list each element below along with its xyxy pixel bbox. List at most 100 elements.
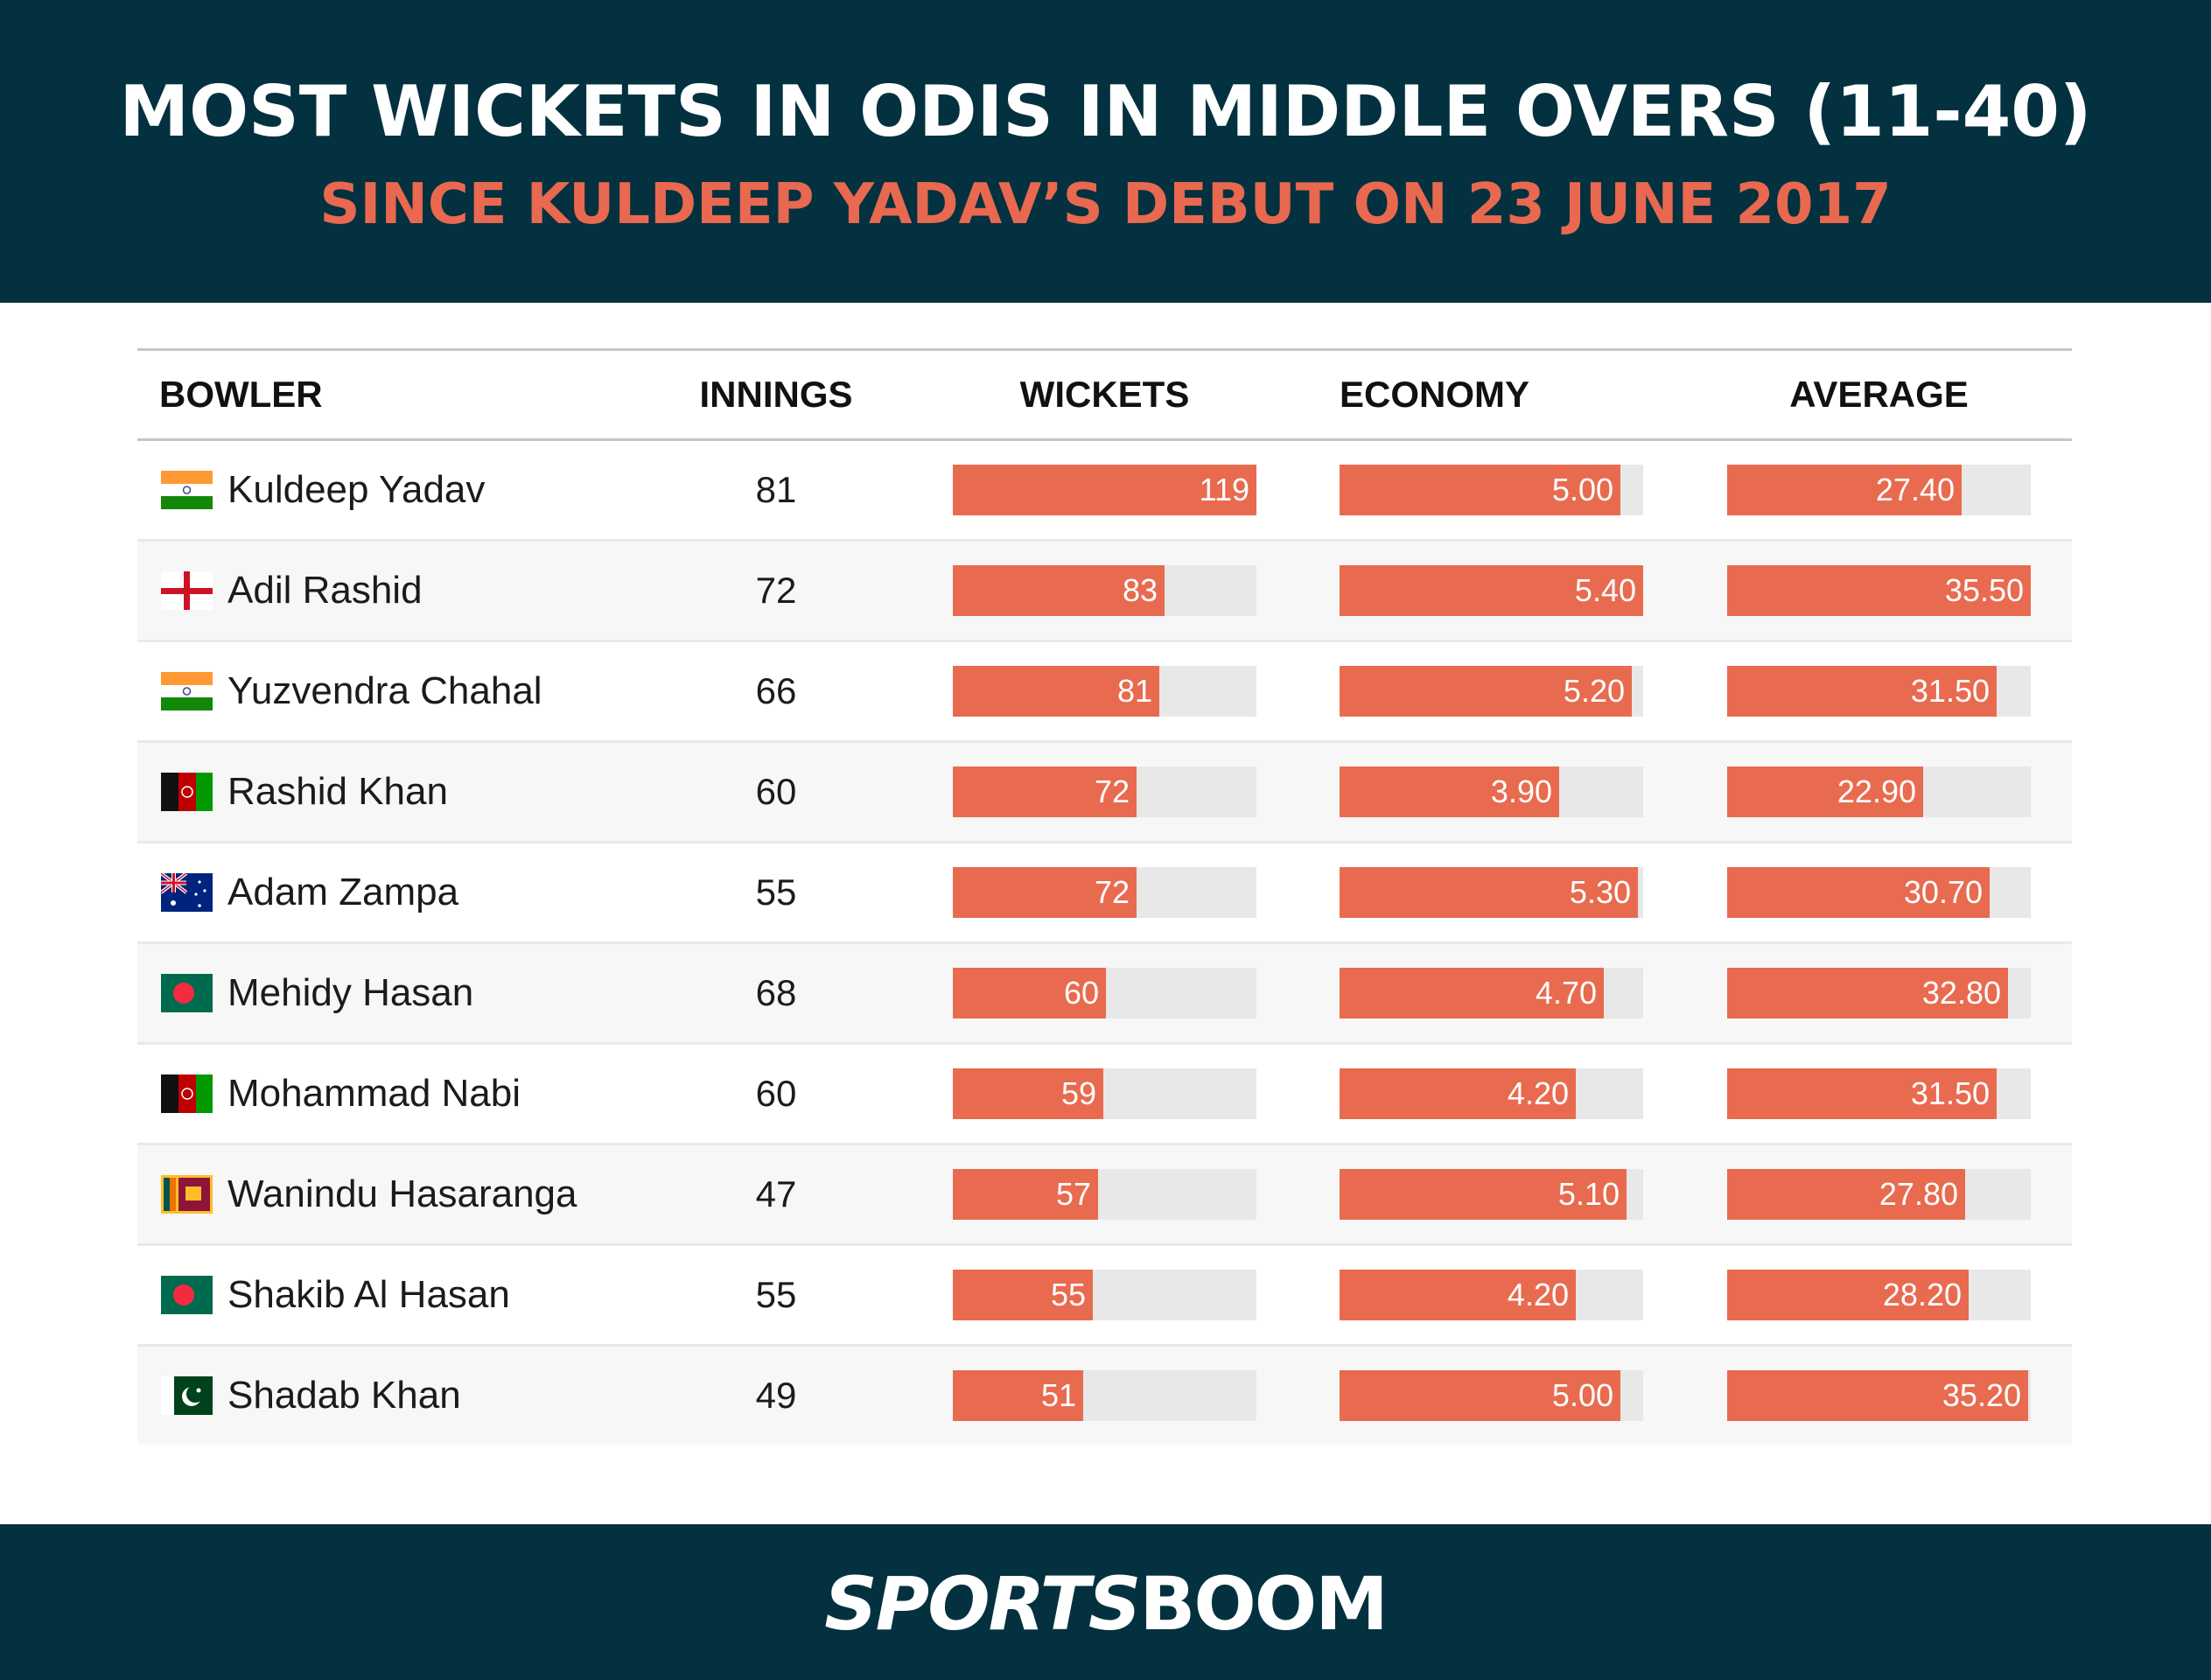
column-header-economy: ECONOMY xyxy=(1340,374,1530,415)
average-value: 22.90 xyxy=(1837,774,1916,809)
sri-lanka-flag-icon xyxy=(161,1175,213,1214)
economy-bar: 4.70 xyxy=(1340,968,1604,1018)
average-bar-track: 22.90 xyxy=(1727,766,2031,817)
average-value: 28.20 xyxy=(1882,1277,1962,1312)
economy-value: 5.40 xyxy=(1574,572,1636,608)
bowler-name: Mehidy Hasan xyxy=(227,971,474,1014)
economy-bar: 5.40 xyxy=(1340,565,1643,616)
india-flag-icon xyxy=(161,471,213,509)
wickets-value: 55 xyxy=(1050,1277,1086,1312)
bowler-name: Shakib Al Hasan xyxy=(227,1273,510,1316)
innings-value: 68 xyxy=(755,972,797,1013)
bowler-name: Shadab Khan xyxy=(227,1374,461,1417)
economy-bar-track: 5.00 xyxy=(1340,465,1643,515)
innings-value: 60 xyxy=(755,1073,797,1114)
economy-bar: 4.20 xyxy=(1340,1068,1576,1119)
sportsboom-logo: SPORTSBOOM xyxy=(0,1564,2211,1643)
table-row: Rashid Khan 60 72 3.90 22.90 xyxy=(137,743,2072,844)
wickets-value: 83 xyxy=(1122,572,1158,608)
average-value: 35.50 xyxy=(1944,572,2024,608)
wickets-bar: 72 xyxy=(953,867,1137,918)
wickets-value: 72 xyxy=(1094,874,1130,910)
header-banner: MOST WICKETS IN ODIS IN MIDDLE OVERS (11… xyxy=(0,0,2211,303)
average-value: 31.50 xyxy=(1910,673,1990,709)
economy-bar-track: 5.20 xyxy=(1340,666,1643,717)
logo-text-boom: BOOM xyxy=(1139,1561,1388,1647)
innings-value: 72 xyxy=(755,570,797,611)
economy-bar: 5.10 xyxy=(1340,1169,1627,1220)
wickets-bar-track: 119 xyxy=(953,465,1256,515)
table-body: Kuldeep Yadav 81 119 5.00 27.40 Adil Rash… xyxy=(137,441,2072,1445)
economy-bar-track: 5.10 xyxy=(1340,1169,1643,1220)
bowler-name: Adam Zampa xyxy=(227,871,459,914)
average-value: 27.40 xyxy=(1875,472,1955,508)
column-header-bowler: BOWLER xyxy=(159,374,323,415)
average-value: 27.80 xyxy=(1879,1176,1958,1212)
average-bar-track: 30.70 xyxy=(1727,867,2031,918)
column-header-average: AVERAGE xyxy=(1789,374,1969,415)
economy-bar-track: 4.70 xyxy=(1340,968,1643,1018)
average-bar: 28.20 xyxy=(1727,1270,1969,1320)
wickets-value: 59 xyxy=(1060,1075,1096,1111)
average-bar-track: 27.80 xyxy=(1727,1169,2031,1220)
economy-bar: 5.30 xyxy=(1340,867,1638,918)
wickets-value: 81 xyxy=(1116,673,1152,709)
table-row: Adam Zampa 55 72 5.30 30.70 xyxy=(137,844,2072,944)
wickets-value: 57 xyxy=(1055,1176,1091,1212)
table-header: BOWLER INNINGS WICKETS ECONOMY AVERAGE xyxy=(137,351,2072,438)
bangladesh-flag-icon xyxy=(161,974,213,1012)
page-title: MOST WICKETS IN ODIS IN MIDDLE OVERS (11… xyxy=(119,71,2092,152)
economy-bar: 4.20 xyxy=(1340,1270,1576,1320)
bangladesh-flag-icon xyxy=(161,1276,213,1314)
afghanistan-flag-icon xyxy=(161,773,213,811)
average-bar: 31.50 xyxy=(1727,1068,1997,1119)
wickets-bar: 81 xyxy=(953,666,1159,717)
table-row: Kuldeep Yadav 81 119 5.00 27.40 xyxy=(137,441,2072,542)
average-bar-track: 35.50 xyxy=(1727,565,2031,616)
economy-value: 5.00 xyxy=(1551,1377,1613,1413)
economy-value: 4.20 xyxy=(1507,1075,1569,1111)
table-row: Adil Rashid 72 83 5.40 35.50 xyxy=(137,542,2072,642)
economy-bar-track: 5.40 xyxy=(1340,565,1643,616)
bowler-name: Wanindu Hasaranga xyxy=(227,1172,577,1215)
economy-value: 4.20 xyxy=(1507,1277,1569,1312)
wickets-bar-track: 51 xyxy=(953,1370,1256,1421)
average-bar: 30.70 xyxy=(1727,867,1990,918)
footer-banner: SPORTSBOOM xyxy=(0,1524,2211,1680)
average-bar-track: 27.40 xyxy=(1727,465,2031,515)
table-header-rule xyxy=(137,438,2072,441)
economy-value: 5.30 xyxy=(1569,874,1631,910)
innings-value: 60 xyxy=(755,771,797,812)
economy-bar: 3.90 xyxy=(1340,766,1559,817)
pakistan-flag-icon xyxy=(161,1376,213,1415)
average-bar-track: 32.80 xyxy=(1727,968,2031,1018)
innings-value: 47 xyxy=(755,1173,797,1214)
innings-value: 81 xyxy=(755,469,797,510)
bowler-name: Adil Rashid xyxy=(227,569,423,612)
average-bar: 27.80 xyxy=(1727,1169,1965,1220)
economy-bar: 5.00 xyxy=(1340,1370,1620,1421)
average-value: 31.50 xyxy=(1910,1075,1990,1111)
wickets-value: 72 xyxy=(1094,774,1130,809)
economy-bar-track: 5.00 xyxy=(1340,1370,1643,1421)
wickets-bar-track: 83 xyxy=(953,565,1256,616)
bowler-name: Mohammad Nabi xyxy=(227,1072,521,1115)
wickets-value: 51 xyxy=(1040,1377,1076,1413)
table-top-rule xyxy=(137,348,2072,351)
economy-value: 3.90 xyxy=(1490,774,1552,809)
economy-bar: 5.00 xyxy=(1340,465,1620,515)
wickets-bar-track: 57 xyxy=(953,1169,1256,1220)
wickets-value: 119 xyxy=(1199,472,1249,508)
innings-value: 55 xyxy=(755,1274,797,1315)
wickets-bar-track: 59 xyxy=(953,1068,1256,1119)
economy-value: 5.10 xyxy=(1557,1176,1620,1212)
innings-value: 49 xyxy=(755,1375,797,1416)
average-bar-track: 28.20 xyxy=(1727,1270,2031,1320)
wickets-bar: 59 xyxy=(953,1068,1103,1119)
average-bar: 35.20 xyxy=(1727,1370,2028,1421)
wickets-bar-track: 72 xyxy=(953,867,1256,918)
wickets-bar: 119 xyxy=(953,465,1256,515)
wickets-value: 60 xyxy=(1063,975,1099,1011)
england-flag-icon xyxy=(161,571,213,610)
economy-value: 4.70 xyxy=(1535,975,1597,1011)
